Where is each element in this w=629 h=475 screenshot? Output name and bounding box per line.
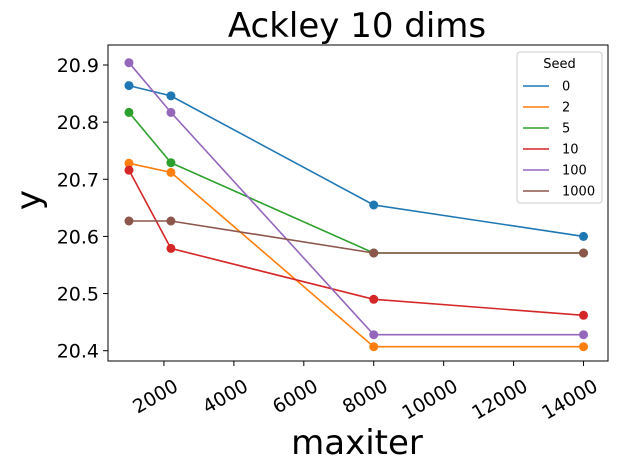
legend-label-seed-5: 5: [562, 122, 570, 137]
y-axis-label: y: [9, 190, 49, 210]
legend-label-seed-2: 2: [562, 101, 570, 116]
data-point-seed-100: [166, 107, 176, 117]
legend: Seed 0 2 5 10 100 1000: [516, 51, 603, 204]
axes-frame: [107, 44, 609, 362]
series-line-seed-10: [128, 169, 584, 317]
x-tick-label: 10000: [398, 375, 461, 424]
legend-frame: [516, 51, 603, 204]
data-point-seed-1000: [166, 216, 176, 226]
x-tick-label: 4000: [199, 375, 252, 418]
data-point-seed-1000: [369, 248, 379, 258]
series-line-seed-100: [128, 62, 584, 336]
legend-title: Seed: [543, 57, 576, 72]
y-tick-label: 20.7: [57, 169, 99, 191]
legend-label-seed-1000: 1000: [562, 185, 595, 200]
data-point-seed-10: [124, 165, 134, 175]
data-point-seed-1000: [124, 216, 134, 226]
data-point-seed-100: [579, 330, 589, 340]
y-tick-label: 20.5: [57, 284, 99, 306]
x-axis-ticks: 2000 4000 6000 8000 10000 12000 14000: [129, 361, 602, 424]
y-tick-label: 20.9: [57, 55, 99, 77]
series-line-seed-5: [128, 111, 584, 254]
data-point-seed-10: [369, 294, 379, 304]
data-point-seed-0: [124, 81, 134, 91]
series-line-seed-1000: [129, 220, 584, 254]
data-point-seed-5: [166, 158, 176, 168]
chart-title: Ackley 10 dims: [228, 6, 486, 46]
data-point-seed-2: [369, 342, 379, 352]
x-tick-label: 14000: [538, 375, 601, 424]
series-line-seed-2: [128, 162, 584, 348]
x-tick-label: 6000: [269, 375, 322, 418]
plot-area: [107, 44, 609, 362]
data-point-seed-2: [124, 158, 134, 168]
x-tick-label: 8000: [339, 375, 392, 418]
data-point-seed-100: [124, 58, 134, 68]
data-point-seed-0: [579, 231, 589, 241]
data-point-seed-10: [579, 310, 589, 320]
y-tick-label: 20.8: [57, 112, 99, 134]
data-point-seed-2: [166, 167, 176, 177]
y-tick-label: 20.4: [57, 341, 99, 363]
x-tick-label: 12000: [468, 375, 531, 424]
legend-label-seed-10: 10: [562, 143, 579, 158]
x-tick-label: 2000: [129, 375, 182, 418]
legend-label-seed-0: 0: [562, 80, 570, 95]
y-tick-label: 20.6: [57, 226, 99, 248]
data-point-seed-1000: [579, 248, 589, 258]
legend-label-seed-100: 100: [562, 164, 587, 179]
data-point-seed-5: [124, 107, 134, 117]
y-axis-ticks: 20.4 20.5 20.6 20.7 20.8 20.9: [57, 55, 108, 363]
x-axis-label: maxiter: [291, 423, 423, 463]
data-point-seed-0: [369, 200, 379, 210]
data-point-seed-2: [579, 342, 589, 352]
data-point-seed-10: [166, 243, 176, 253]
series-line-seed-0: [128, 84, 584, 238]
data-point-seed-0: [166, 91, 176, 101]
data-point-seed-100: [369, 330, 379, 340]
